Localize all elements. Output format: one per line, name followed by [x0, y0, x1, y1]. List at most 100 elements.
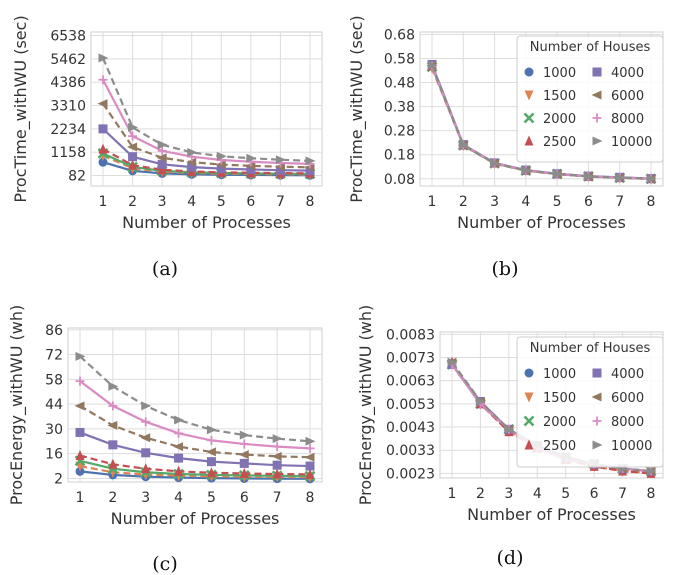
data-point-10000: [583, 171, 594, 181]
series-line-1000: [79, 470, 311, 480]
x-tick-label: 7: [273, 490, 282, 506]
data-point-4000: [305, 461, 315, 471]
series-line-8000: [79, 380, 311, 450]
data-point-10000: [427, 60, 438, 70]
data-point-6000: [97, 99, 108, 109]
data-point-10000: [615, 173, 626, 183]
x-tick-label: 7: [276, 194, 285, 210]
x-tick-label: 5: [561, 486, 570, 502]
data-point-2500: [174, 465, 184, 476]
data-point-6000: [127, 142, 138, 152]
legend-marker-4000: [592, 368, 602, 378]
legend-marker-2500: [524, 439, 534, 450]
y-tick-label: 58: [45, 372, 63, 388]
data-point-10000: [490, 158, 501, 168]
data-point-10000: [475, 397, 486, 407]
y-tick-label: 5462: [50, 52, 86, 68]
y-tick-label: 0.18: [384, 148, 415, 164]
data-point-2500: [206, 467, 216, 478]
legend-marker-8000: [592, 416, 602, 426]
legend-label-10000: 10000: [611, 135, 652, 150]
x-tick-label: 6: [246, 194, 255, 210]
y-tick-label: 0.0023: [386, 466, 435, 482]
legend-title: Number of Houses: [530, 40, 651, 55]
data-point-10000: [305, 436, 316, 446]
y-tick-label: 0.0043: [386, 420, 435, 436]
data-point-6000: [215, 160, 226, 170]
y-axis-label: ProcTime_withWU (sec): [347, 15, 367, 202]
y-tick-label: 2234: [50, 122, 86, 138]
data-point-8000: [206, 435, 216, 445]
y-axis-label: ProcEnergy_withWU (wh): [356, 305, 376, 505]
data-point-10000: [305, 156, 316, 166]
y-tick-label: 2: [54, 471, 63, 487]
data-point-8000: [108, 401, 118, 411]
y-tick-label: 72: [45, 348, 63, 364]
data-point-6000: [238, 450, 249, 460]
data-point-4000: [239, 458, 249, 468]
x-tick-label: 3: [504, 486, 513, 502]
x-tick-label: 4: [521, 194, 530, 210]
y-axis-label: ProcEnergy_withWU (wh): [7, 305, 27, 505]
series-line-10000: [79, 355, 311, 443]
data-point-10000: [108, 381, 119, 391]
data-point-10000: [239, 430, 250, 440]
data-point-10000: [141, 401, 152, 411]
legend-marker-8000: [592, 113, 602, 123]
data-point-6000: [186, 157, 197, 167]
legend-box: [516, 35, 664, 163]
series-line-10000: [101, 57, 311, 162]
y-tick-label: 0.08: [384, 172, 415, 188]
data-point-10000: [75, 351, 86, 361]
chart-panel-3: 0.0023 0.0033 0.0043 0.0053 0.0063 0.0073 0.00…: [356, 305, 664, 569]
y-tick-label: 30: [45, 422, 63, 438]
legend-label-2500: 2500: [543, 135, 576, 150]
data-point-8000: [75, 376, 85, 386]
legend-label-10000: 10000: [611, 439, 652, 454]
data-point-10000: [275, 155, 286, 165]
data-point-10000: [157, 140, 168, 150]
data-point-8000: [239, 439, 249, 449]
data-point-6000: [156, 153, 167, 163]
legend-marker-6000: [591, 392, 602, 402]
y-tick-label: 82: [68, 169, 86, 185]
x-axis-label: Number of Processes: [457, 213, 626, 232]
x-tick-label: 5: [207, 490, 216, 506]
series-line-6000: [102, 102, 311, 169]
data-point-4000: [157, 159, 167, 169]
legend-label-6000: 6000: [611, 391, 644, 406]
y-tick-label: 3310: [50, 99, 86, 115]
data-point-1000: [98, 157, 108, 167]
data-point-10000: [174, 415, 185, 425]
legend-marker-2500: [524, 135, 534, 146]
data-point-6000: [173, 442, 184, 452]
data-point-8000: [128, 131, 138, 141]
chart-panel-0: 82 1158 2234 3310 4386 5462 6538 1 2 3 4 5 6 7 8 Number…: [11, 15, 323, 280]
data-point-6000: [304, 452, 315, 462]
panel-caption: (a): [152, 258, 178, 280]
data-point-6000: [107, 420, 118, 430]
data-point-10000: [646, 466, 657, 476]
x-tick-label: 2: [459, 194, 468, 210]
data-point-10000: [272, 434, 283, 444]
legend-label-1000: 1000: [543, 367, 576, 382]
legend-marker-4000: [592, 67, 602, 77]
data-point-2500: [305, 468, 315, 479]
y-tick-label: 1158: [50, 145, 86, 161]
x-tick-label: 3: [158, 194, 167, 210]
legend-marker-1500: [524, 392, 534, 403]
x-tick-label: 8: [647, 486, 656, 502]
legend-marker-1500: [524, 90, 534, 101]
data-point-4000: [246, 165, 256, 175]
data-point-4000: [141, 448, 151, 458]
series-line-4000: [79, 431, 311, 468]
legend-label-8000: 8000: [611, 415, 644, 430]
data-point-8000: [157, 146, 167, 156]
panel-caption: (d): [497, 547, 524, 569]
data-point-10000: [187, 147, 198, 157]
data-point-4000: [187, 162, 197, 172]
x-tick-label: 8: [306, 490, 315, 506]
data-point-4000: [108, 440, 118, 450]
x-tick-label: 3: [141, 490, 150, 506]
